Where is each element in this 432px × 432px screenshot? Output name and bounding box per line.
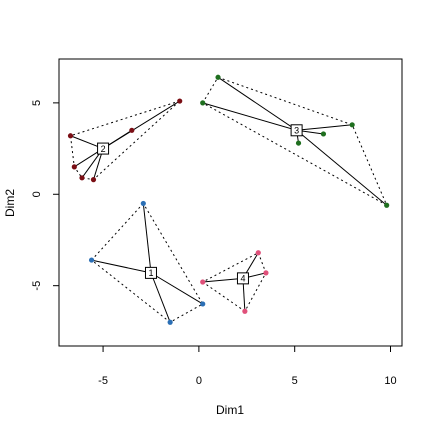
cluster-3-point [200, 100, 206, 106]
cluster-1-spoke [150, 272, 171, 323]
x-tick-label: -5 [98, 375, 108, 387]
cluster-1-point [200, 301, 206, 307]
cluster-2-point [90, 177, 97, 183]
cluster-4-spoke [202, 277, 244, 283]
cluster-2-point [79, 175, 85, 181]
cluster-3-spoke [296, 129, 387, 206]
cluster-2-center: 2 [97, 142, 110, 155]
cluster-3-center: 3 [290, 124, 303, 137]
x-tick-label: 10 [384, 375, 396, 387]
cluster-3-point [349, 122, 355, 128]
cluster-4-center-label: 4 [240, 274, 245, 284]
cluster-3-spoke [217, 76, 297, 131]
y-axis: -5 0 5 [31, 100, 60, 291]
cluster-2-point [129, 127, 135, 133]
center-layer: 1 2 3 4 [97, 124, 303, 285]
hull-layer [69, 76, 388, 323]
y-tick-label: 0 [31, 191, 43, 197]
y-tick-label: -5 [31, 281, 43, 291]
cluster-2-point [67, 133, 74, 139]
cluster-4-center: 4 [236, 272, 249, 285]
cluster-2-hull [69, 100, 181, 181]
cluster-1-hull [90, 202, 204, 323]
cluster-1-center-label: 1 [148, 268, 153, 278]
cluster-4-point [200, 279, 206, 285]
cluster-2-point [177, 98, 183, 104]
cluster-1-spoke [150, 272, 203, 305]
x-axis: -5 0 5 10 [98, 345, 397, 387]
spoke-layer [70, 76, 387, 323]
cluster-1-point [88, 257, 95, 263]
cluster-3-point [384, 202, 390, 208]
x-tick-label: 0 [196, 375, 202, 387]
cluster-2-center-label: 2 [101, 144, 106, 154]
cluster-4-center-box [236, 272, 249, 285]
cluster-3-hull [202, 76, 388, 207]
cluster-3-point [295, 140, 302, 146]
cluster-4-point [242, 308, 248, 314]
plot-frame [58, 58, 403, 347]
cluster-1-spoke [91, 259, 152, 274]
point-layer [67, 74, 390, 325]
cluster-3-point [215, 74, 221, 80]
cluster-4-point [263, 270, 269, 276]
cluster-1-center-box [144, 266, 157, 279]
cluster-3-point [320, 131, 327, 137]
y-axis-title: Dim2 [3, 189, 17, 217]
cluster-3-center-label: 3 [294, 125, 299, 135]
cluster-1-center: 1 [144, 266, 157, 279]
cluster-3-center-box [290, 124, 303, 137]
cluster-3-spoke [202, 102, 297, 131]
cluster-3-spoke [296, 124, 353, 131]
cluster-4-point [255, 250, 261, 256]
cluster-4-hull [201, 252, 267, 313]
x-axis-title: Dim1 [216, 403, 244, 417]
y-tick-label: 5 [31, 100, 43, 106]
cluster-1-spoke [142, 203, 152, 273]
cluster-2-center-box [97, 142, 110, 155]
cluster-2-point [71, 164, 77, 170]
x-tick-label: 5 [292, 375, 298, 387]
cluster-1-point [140, 200, 146, 207]
cluster-1-point [167, 319, 173, 325]
